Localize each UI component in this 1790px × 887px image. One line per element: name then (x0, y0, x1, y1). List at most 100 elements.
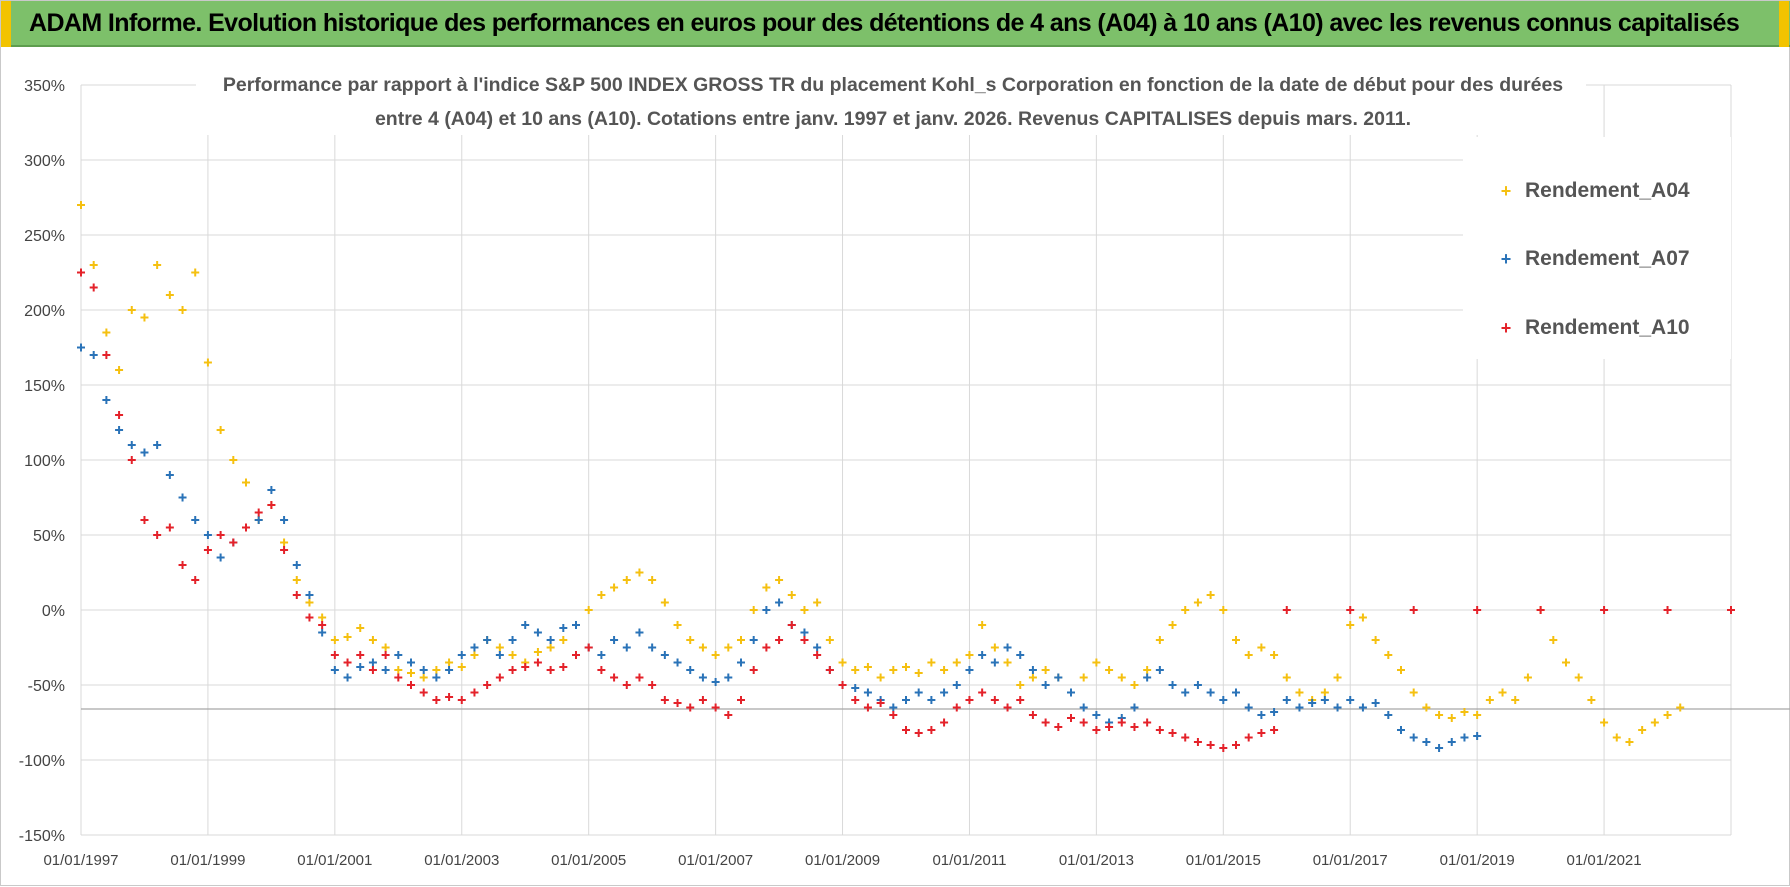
y-tick-label: 300% (24, 153, 65, 170)
data-point (1358, 613, 1367, 622)
data-point (1295, 703, 1304, 712)
data-point (1041, 666, 1050, 674)
data-point (610, 673, 619, 682)
legend-label-a04: Rendement_A04 (1525, 179, 1690, 202)
data-point (483, 636, 492, 644)
data-point (343, 658, 352, 667)
data-point (787, 621, 796, 629)
data-point (800, 606, 809, 614)
data-point (927, 726, 936, 734)
x-tick-label: 01/01/1997 (43, 852, 118, 869)
data-point (1447, 714, 1456, 722)
data-point (127, 306, 136, 314)
data-point (77, 201, 85, 209)
x-tick-label: 01/01/2007 (678, 852, 753, 869)
data-point (584, 606, 593, 614)
data-point (394, 673, 403, 682)
data-point (368, 666, 377, 674)
data-point (648, 643, 657, 652)
data-point (1016, 651, 1025, 659)
data-point (1041, 681, 1050, 689)
data-point (889, 666, 898, 674)
data-point (927, 658, 936, 667)
data-point (178, 306, 187, 314)
data-point (1473, 606, 1482, 614)
data-point (1600, 606, 1609, 614)
data-point (1003, 658, 1012, 667)
data-point (140, 313, 149, 322)
subtitle-background (196, 65, 1586, 135)
data-point (648, 681, 657, 689)
data-point (546, 666, 555, 674)
data-point (1092, 726, 1101, 734)
data-point (546, 643, 555, 652)
grid (80, 84, 1790, 836)
data-point (89, 283, 98, 292)
data-point (381, 666, 390, 674)
data-point (216, 553, 225, 562)
data-point (902, 726, 910, 734)
data-point (1206, 591, 1215, 599)
legend-label-a07: Rendement_A07 (1525, 247, 1690, 270)
data-point (102, 351, 111, 359)
data-point (254, 508, 263, 517)
data-point (521, 663, 530, 671)
data-point (1181, 733, 1190, 742)
data-point (622, 576, 631, 584)
data-point (851, 684, 860, 692)
data-point (1092, 711, 1101, 719)
data-point (940, 688, 949, 697)
data-point (356, 663, 365, 671)
data-point (457, 696, 466, 704)
data-point (775, 636, 784, 644)
data-point (1219, 744, 1228, 752)
data-point (559, 636, 568, 644)
data-point (965, 696, 974, 704)
data-point (394, 666, 403, 674)
data-point (1282, 696, 1291, 704)
data-point (495, 673, 504, 682)
data-point (1473, 732, 1482, 740)
y-tick-label: 250% (24, 228, 65, 245)
x-tick-label: 01/01/2003 (424, 852, 499, 869)
data-point (153, 261, 162, 269)
data-point (1028, 666, 1037, 674)
data-point (1371, 699, 1380, 707)
data-point (1435, 744, 1444, 752)
data-point (940, 666, 949, 674)
data-point (1663, 606, 1672, 614)
chart-subtitle-line-2: entre 4 (A04) et 10 ans (A10). Cotations… (375, 108, 1411, 130)
data-point (1067, 688, 1075, 697)
data-point (902, 663, 910, 671)
data-point (330, 651, 339, 659)
data-point (178, 561, 187, 569)
data-point (407, 658, 415, 667)
data-point (965, 666, 974, 674)
data-point (990, 696, 999, 704)
data-point (749, 606, 758, 614)
chart-subtitle-line-1: Performance par rapport à l'indice S&P 5… (223, 74, 1563, 96)
data-point (495, 643, 504, 652)
data-point (1447, 738, 1456, 746)
y-tick-label: 0% (42, 603, 65, 620)
data-point (77, 268, 85, 277)
y-tick-label: 150% (24, 378, 65, 395)
data-point (1270, 726, 1279, 734)
data-point (1016, 681, 1025, 689)
data-point (762, 606, 771, 614)
data-point (1562, 658, 1570, 667)
data-point (952, 658, 961, 667)
data-point (1092, 658, 1101, 667)
data-point (1460, 733, 1469, 742)
data-point (1257, 643, 1266, 652)
y-tick-label: -100% (19, 753, 65, 770)
data-point (330, 636, 339, 644)
data-point (902, 696, 910, 704)
data-point (457, 663, 466, 671)
data-point (1181, 606, 1190, 614)
data-point (813, 643, 822, 652)
data-point (1612, 733, 1621, 742)
data-point (470, 651, 479, 659)
x-tick-label: 01/01/2017 (1313, 852, 1388, 869)
data-point (838, 681, 847, 689)
